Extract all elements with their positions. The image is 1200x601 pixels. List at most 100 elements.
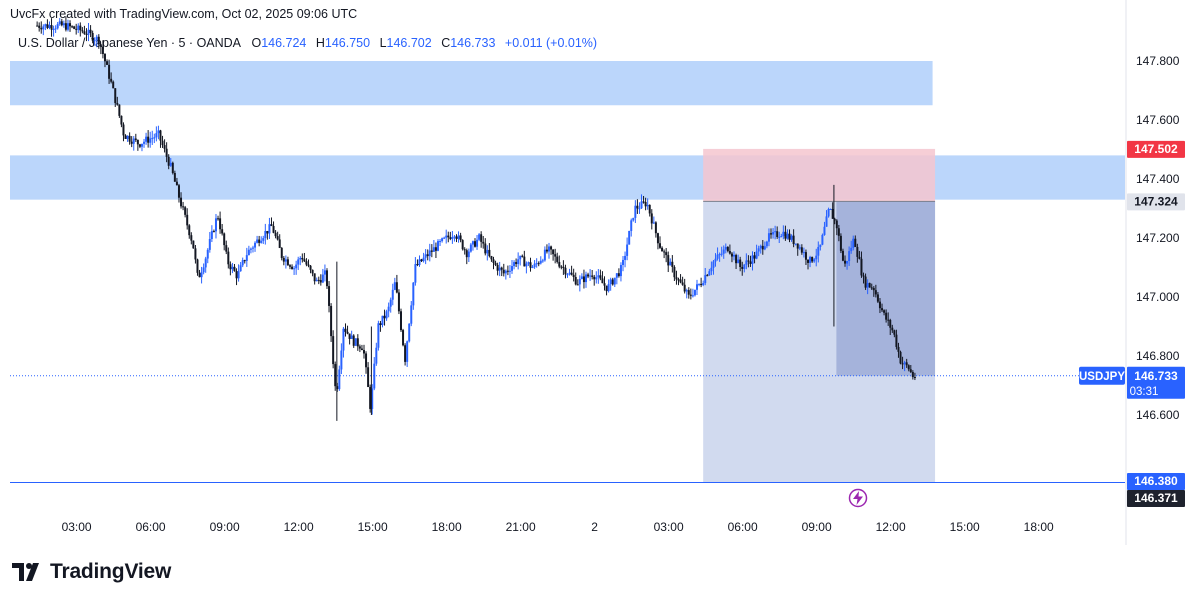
candle-body — [180, 197, 183, 207]
candle-body — [753, 255, 756, 259]
candle — [42, 24, 45, 36]
candle-body — [533, 263, 536, 268]
candle-body — [42, 26, 45, 30]
candle-body — [617, 273, 620, 277]
candle-body — [868, 283, 871, 288]
candle-body — [589, 275, 592, 277]
candle-body — [510, 266, 513, 271]
candle — [155, 126, 158, 142]
candle-body — [266, 230, 269, 234]
candle — [101, 40, 104, 59]
candle — [50, 18, 53, 37]
candle — [730, 252, 733, 263]
candle — [700, 277, 703, 288]
candle-body — [593, 276, 596, 280]
candle — [367, 362, 370, 388]
open-pnl-zone — [836, 201, 936, 376]
candle-body — [311, 269, 314, 274]
candle-body — [453, 236, 456, 238]
candle-body — [889, 319, 892, 328]
candle-body — [521, 255, 524, 257]
candle-body — [802, 252, 805, 254]
last-price-bg — [1127, 366, 1185, 399]
candle-body — [424, 254, 427, 258]
candle — [116, 96, 119, 106]
candle-body — [576, 284, 579, 286]
candle — [488, 243, 491, 258]
candle-body — [622, 259, 625, 265]
bar-countdown: 03:31 — [1130, 386, 1159, 398]
candle — [371, 384, 374, 415]
candle-body — [813, 259, 816, 262]
candle — [862, 272, 865, 284]
candle — [258, 235, 261, 247]
price-tag-text: 146.371 — [1134, 491, 1178, 505]
candle — [404, 343, 407, 366]
candle-body — [161, 140, 164, 146]
candle — [677, 277, 680, 286]
candle — [774, 225, 777, 240]
candle-body — [671, 261, 674, 267]
candle — [858, 250, 861, 260]
candle — [157, 125, 160, 140]
candle-body — [640, 201, 643, 209]
candle — [852, 235, 855, 251]
candle-body — [883, 310, 886, 313]
candle — [410, 301, 413, 327]
candle-body — [735, 255, 738, 264]
candle — [911, 370, 914, 380]
candle-body — [543, 249, 546, 261]
candle — [356, 334, 359, 351]
candle — [595, 271, 598, 284]
candle — [182, 201, 185, 211]
candle-body — [272, 225, 275, 233]
candle — [887, 312, 890, 326]
candle — [636, 199, 639, 214]
candle-body — [155, 133, 158, 138]
candle-body — [177, 185, 180, 198]
candle — [525, 261, 528, 274]
candle-body — [219, 218, 222, 230]
candle-body — [782, 231, 785, 237]
candle — [891, 324, 894, 333]
candle — [200, 266, 203, 284]
change-value: +0.011 (+0.01%) — [504, 36, 598, 50]
candle-body — [383, 315, 386, 319]
candle-body — [720, 253, 723, 255]
candle-body — [293, 268, 296, 270]
candle-body — [204, 258, 207, 268]
stop-loss-zone — [703, 148, 936, 202]
candle — [609, 277, 612, 291]
candle — [52, 25, 55, 37]
candle-body — [702, 283, 705, 286]
candle — [856, 243, 859, 263]
candle-body — [455, 236, 458, 239]
candle — [564, 264, 567, 279]
symbol-legend[interactable]: U.S. Dollar / Japanese Yen · 5 · OANDA O… — [18, 36, 597, 50]
candle-body — [404, 345, 407, 362]
candle — [638, 202, 641, 214]
candle — [813, 257, 816, 263]
candle-body — [451, 236, 454, 239]
candle — [811, 256, 814, 263]
candle-body — [69, 23, 72, 27]
candle — [432, 240, 435, 252]
candle — [184, 205, 187, 218]
low-value: 146.702 — [386, 36, 432, 50]
candle — [282, 256, 285, 266]
candle-body — [794, 243, 797, 245]
candle — [307, 259, 310, 268]
candle — [622, 255, 625, 272]
candle — [714, 253, 717, 267]
lightning-alert-icon[interactable] — [848, 488, 868, 508]
candle — [192, 240, 195, 249]
candle-body — [101, 46, 104, 55]
candle — [369, 384, 372, 413]
candle — [796, 243, 799, 256]
candle-body — [613, 277, 616, 285]
candle — [169, 158, 172, 167]
candle-body — [297, 259, 300, 265]
candle — [870, 283, 873, 290]
tradingview-logo[interactable]: TradingView — [12, 558, 171, 586]
